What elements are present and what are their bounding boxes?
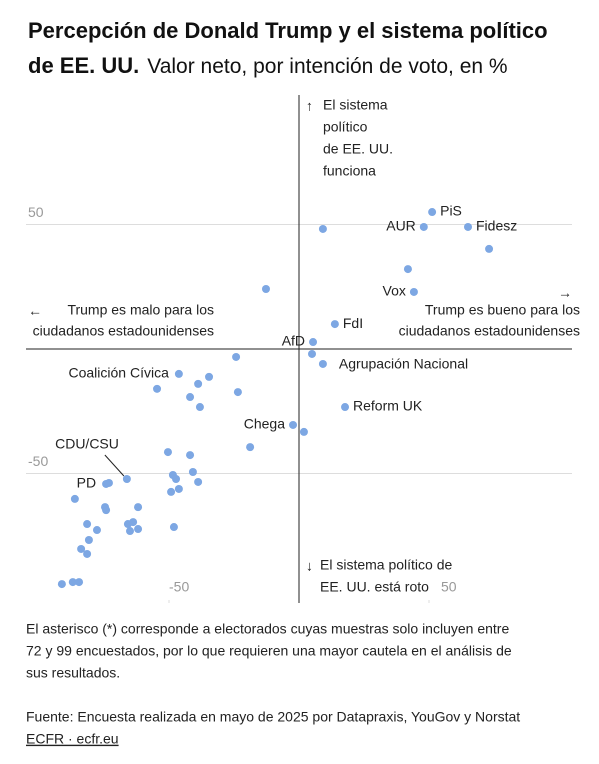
point bbox=[233, 388, 242, 397]
point bbox=[232, 352, 241, 361]
point bbox=[129, 518, 138, 527]
point bbox=[308, 349, 316, 358]
point bbox=[75, 578, 84, 587]
annotation: ciudadanos estadounidenses bbox=[399, 323, 580, 339]
point bbox=[83, 520, 92, 529]
point bbox=[205, 372, 214, 381]
point bbox=[186, 393, 195, 402]
point bbox=[409, 287, 418, 296]
point-label: Reform UK bbox=[353, 398, 423, 414]
point bbox=[485, 244, 494, 253]
point-label: Agrupación Nacional bbox=[339, 356, 468, 372]
annotation: funciona bbox=[323, 163, 376, 179]
point bbox=[104, 478, 113, 487]
point bbox=[174, 369, 183, 378]
point bbox=[289, 420, 298, 429]
point bbox=[122, 474, 131, 483]
point-label: Fidesz bbox=[476, 218, 517, 234]
point-label: AfD bbox=[282, 333, 305, 349]
annotation: ciudadanos estadounidenses bbox=[33, 323, 214, 339]
point bbox=[84, 535, 93, 544]
point-label: FdI bbox=[343, 315, 363, 331]
annotation: de EE. UU. bbox=[323, 141, 393, 157]
chart-title: Percepción de Donald Trump y el sistema … bbox=[28, 18, 548, 43]
point bbox=[403, 265, 412, 274]
point-label: Coalición Cívica bbox=[69, 365, 170, 381]
point bbox=[195, 403, 204, 412]
annotation: El sistema bbox=[323, 97, 388, 113]
chart-title-line2: de EE. UU. Valor neto, por intención de v… bbox=[28, 53, 508, 78]
annotation: Trump es malo para los bbox=[67, 302, 214, 318]
point bbox=[318, 359, 327, 368]
point bbox=[261, 284, 270, 293]
point bbox=[309, 338, 318, 347]
point bbox=[163, 448, 172, 457]
point bbox=[102, 506, 111, 515]
x-tick-label: -50 bbox=[169, 579, 189, 595]
x-tick-label: 50 bbox=[441, 579, 457, 595]
annotation: político bbox=[323, 119, 368, 135]
annotation-arrow: ↑ bbox=[306, 98, 313, 114]
point bbox=[188, 468, 197, 477]
leader-line bbox=[104, 454, 125, 477]
y-tick-label: -50 bbox=[28, 453, 48, 469]
point bbox=[68, 578, 77, 587]
annotation-arrow: ↓ bbox=[306, 558, 313, 574]
point bbox=[318, 224, 327, 233]
point bbox=[134, 503, 143, 512]
point bbox=[77, 544, 86, 553]
title-line2: de EE. UU. bbox=[28, 53, 139, 78]
point bbox=[246, 443, 255, 452]
annotation: El sistema político de bbox=[320, 557, 452, 573]
annotation: Trump es bueno para los bbox=[425, 302, 580, 318]
point bbox=[169, 523, 178, 532]
point-label: PiS bbox=[440, 203, 462, 219]
point bbox=[126, 527, 134, 536]
point bbox=[57, 580, 66, 589]
point bbox=[167, 487, 176, 496]
point bbox=[419, 222, 428, 231]
y-tick-label: 50 bbox=[28, 204, 44, 220]
annotation: EE. UU. está roto bbox=[320, 579, 429, 595]
point-label: Chega bbox=[244, 416, 285, 432]
point-label: Vox bbox=[383, 283, 406, 299]
annotation-arrow: ← bbox=[28, 303, 42, 319]
point-label: CDU/CSU bbox=[55, 436, 119, 452]
subtitle: Valor neto, por intención de voto, en % bbox=[147, 55, 507, 78]
point bbox=[153, 384, 162, 393]
credit: ECFR · ecfr.eu bbox=[26, 731, 119, 747]
point bbox=[464, 222, 472, 231]
note: El asterisco (*) corresponde a electorad… bbox=[26, 621, 509, 637]
point bbox=[186, 451, 195, 460]
point bbox=[428, 208, 437, 217]
point bbox=[172, 474, 181, 483]
point bbox=[134, 525, 143, 534]
note: sus resultados. bbox=[26, 665, 120, 681]
point bbox=[194, 379, 203, 388]
point-label: AUR bbox=[386, 218, 416, 234]
point bbox=[194, 477, 203, 486]
point bbox=[83, 549, 92, 558]
point bbox=[299, 427, 308, 436]
point bbox=[341, 403, 350, 412]
point bbox=[70, 494, 79, 503]
point-label: PD bbox=[77, 475, 96, 491]
note: 72 y 99 encuestados, por lo que requiere… bbox=[26, 643, 512, 659]
source: Fuente: Encuesta realizada en mayo de 20… bbox=[26, 709, 520, 725]
annotation-arrow: → bbox=[558, 285, 572, 301]
point bbox=[174, 484, 183, 493]
point bbox=[92, 526, 101, 535]
point bbox=[330, 320, 339, 329]
